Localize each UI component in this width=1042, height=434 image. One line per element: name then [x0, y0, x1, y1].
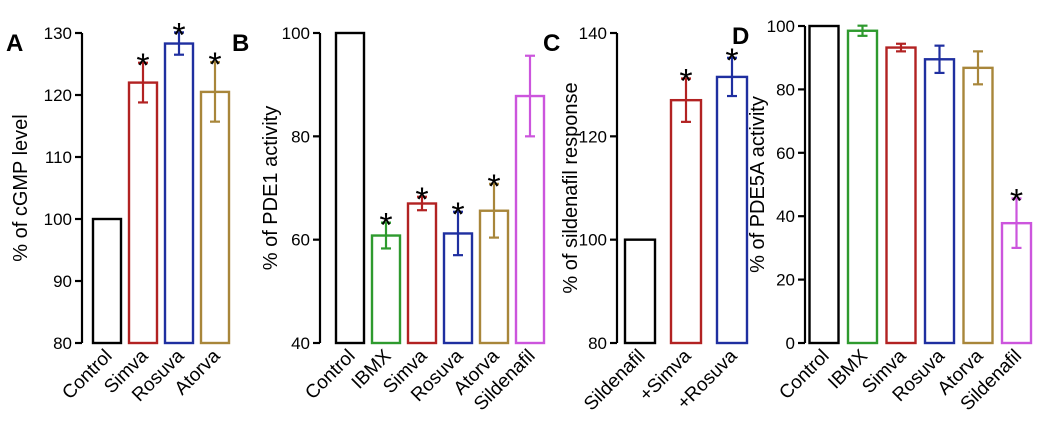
significance-star: * [208, 46, 221, 84]
y-axis-title: % of cGMP level [10, 114, 32, 261]
panel-letter: B [232, 30, 249, 57]
bar-rosuva [715, 75, 749, 345]
y-tick-label: 140 [579, 24, 607, 43]
y-axis-title: % of PDE5A activity [747, 96, 769, 273]
significance-star: * [679, 62, 692, 100]
bar-simva [669, 98, 703, 345]
bar-atorva [962, 66, 994, 345]
bar-simva [406, 202, 438, 345]
y-tick-label: 120 [579, 127, 607, 146]
panel-letter: C [543, 30, 560, 57]
y-tick-label: 40 [776, 207, 795, 226]
panel-letter: D [732, 23, 749, 50]
category-label: Sildenafil [580, 346, 649, 415]
significance-star: * [725, 42, 738, 80]
significance-star: * [136, 47, 149, 85]
y-tick-label: 60 [291, 231, 310, 250]
y-tick-label: 100 [282, 24, 310, 43]
y-tick-label: 120 [44, 86, 72, 105]
y-tick-label: 80 [291, 127, 310, 146]
y-axis-title: % of PDE1 activity [260, 106, 282, 271]
y-tick-label: 110 [45, 148, 72, 167]
y-tick-label: 80 [776, 80, 795, 99]
y-tick-label: 60 [776, 144, 795, 163]
significance-star: * [487, 168, 500, 206]
category-label: Control [775, 346, 833, 404]
bar-control [91, 217, 123, 345]
bar-atorva [199, 90, 231, 345]
significance-star: * [451, 196, 464, 234]
y-tick-label: 100 [767, 17, 795, 36]
y-tick-label: 90 [53, 272, 72, 291]
bar-sildenafil [623, 238, 657, 345]
bar-ibmx [370, 234, 402, 345]
y-tick-label: 130 [44, 24, 72, 43]
bar-simva [885, 46, 917, 345]
significance-star: * [172, 16, 185, 54]
bar-control [334, 31, 366, 345]
bar-rosuva [923, 58, 956, 345]
significance-star: * [379, 207, 392, 245]
bar-simva [127, 81, 159, 345]
y-tick-label: 20 [776, 271, 795, 290]
panel-c: C 80 100 120 140 % of sildenafil response Sild… [543, 24, 749, 415]
significance-star: * [415, 181, 428, 219]
panel-letter: A [6, 30, 23, 57]
significance-star: * [1010, 182, 1023, 220]
bar-ibmx [846, 29, 879, 345]
bar-control [808, 24, 840, 345]
bar-rosuva [163, 42, 195, 345]
y-tick-label: 40 [291, 334, 310, 353]
y-tick-label: 80 [588, 334, 607, 353]
y-tick-label: 0 [786, 334, 795, 353]
y-tick-label: 80 [53, 334, 72, 353]
y-tick-label: 100 [44, 210, 72, 229]
y-axis-title: % of sildenafil response [560, 82, 582, 293]
y-tick-label: 100 [579, 231, 607, 250]
